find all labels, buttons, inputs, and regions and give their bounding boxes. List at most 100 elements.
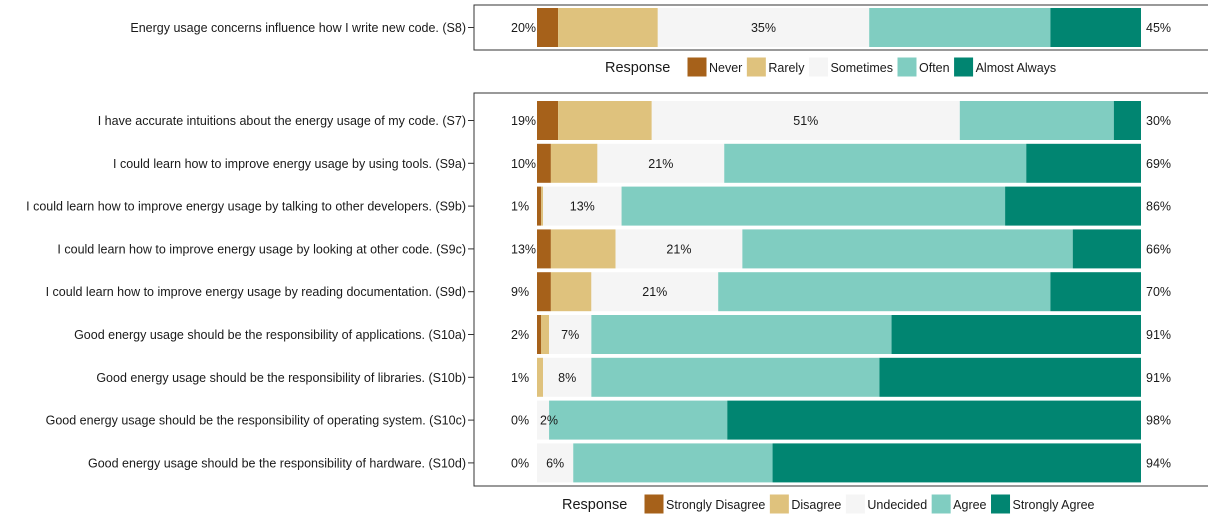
legend-swatch — [643, 493, 665, 515]
legend-label: Agree — [953, 498, 986, 512]
bar-segment-strongly-disagree — [537, 143, 551, 183]
left-percent: 0% — [511, 414, 529, 428]
row-label: I could learn how to improve energy usag… — [113, 157, 466, 171]
bar-row: Good energy usage should be the responsi… — [74, 315, 1171, 354]
bar-segment-undecided — [549, 315, 592, 354]
center-percent: 13% — [570, 200, 595, 214]
right-percent: 86% — [1146, 200, 1171, 214]
legend-swatch — [844, 493, 866, 515]
legend: Response Strongly Disagree Disagree Undecid… — [562, 493, 1095, 515]
bar-segment-agree — [724, 143, 1027, 183]
bar-segment-undecided — [651, 101, 960, 140]
left-percent: 1% — [511, 371, 529, 385]
legend-swatch — [768, 493, 790, 515]
right-percent: 98% — [1146, 414, 1171, 428]
bar-segment-disagree — [541, 315, 550, 354]
row-label: I could learn how to improve energy usag… — [26, 200, 466, 214]
row-label: I have accurate intuitions about the ene… — [98, 114, 466, 128]
center-percent: 21% — [642, 285, 667, 299]
bar-segment-undecided — [591, 272, 719, 312]
bar-row: Energy usage concerns influence how I wr… — [130, 8, 1171, 47]
legend-label: Strongly Agree — [1013, 498, 1095, 512]
bar-segment-undecided — [543, 186, 622, 226]
bar-row: I could learn how to improve energy usag… — [113, 143, 1171, 183]
left-percent: 10% — [511, 157, 536, 171]
legend-swatch — [686, 56, 708, 78]
left-percent: 19% — [511, 114, 536, 128]
legend-label: Almost Always — [976, 61, 1057, 75]
right-percent: 30% — [1146, 114, 1171, 128]
row-label: Good energy usage should be the responsi… — [96, 371, 466, 385]
bar-segment-undecided — [537, 400, 550, 440]
bar-segment-strongly-agree — [1026, 143, 1141, 183]
bar-segment-almost-always — [1050, 8, 1141, 47]
bar-segment-disagree — [537, 357, 544, 397]
bar-segment-disagree — [550, 229, 616, 269]
row-label: Good energy usage should be the responsi… — [46, 414, 466, 428]
legend-label: Disagree — [791, 498, 841, 512]
legend-title: Response — [562, 497, 627, 513]
right-percent: 70% — [1146, 285, 1171, 299]
bar-segment-agree — [718, 272, 1051, 312]
left-percent: 13% — [511, 242, 536, 256]
bar-row: I could learn how to improve energy usag… — [57, 229, 1171, 269]
left-percent: 2% — [511, 328, 529, 342]
center-percent: 7% — [561, 328, 579, 342]
bar-segment-disagree — [541, 186, 544, 226]
bar-segment-strongly-agree — [727, 400, 1141, 440]
bar-segment-often — [869, 8, 1051, 47]
right-percent: 45% — [1146, 21, 1171, 35]
bar-segment-strongly-agree — [1005, 186, 1141, 226]
left-percent: 9% — [511, 285, 529, 299]
bar-segment-strongly-disagree — [537, 186, 542, 226]
row-label: I could learn how to improve energy usag… — [57, 242, 466, 256]
legend-label: Sometimes — [830, 61, 893, 75]
bar-segment-strongly-agree — [1050, 272, 1141, 312]
bar-segment-sometimes — [657, 8, 870, 47]
bar-segment-agree — [959, 101, 1114, 140]
left-percent: 1% — [511, 200, 529, 214]
legend-swatch — [930, 493, 952, 515]
legend-label: Often — [919, 61, 950, 75]
legend-swatch — [745, 56, 767, 78]
chart-panel-1: Energy usage concerns influence how I wr… — [130, 4, 1208, 78]
bar-segment-disagree — [550, 143, 598, 183]
bar-segment-strongly-disagree — [537, 315, 542, 354]
bar-segment-agree — [573, 443, 773, 483]
center-percent: 2% — [540, 414, 558, 428]
center-percent: 21% — [648, 157, 673, 171]
bar-segment-undecided — [615, 229, 743, 269]
bar-segment-agree — [549, 400, 728, 440]
bar-segment-agree — [591, 357, 880, 397]
center-percent: 51% — [793, 114, 818, 128]
bar-segment-strongly-disagree — [537, 272, 551, 312]
center-percent: 8% — [558, 371, 576, 385]
bar-segment-rarely — [558, 8, 658, 47]
legend-title: Response — [605, 60, 670, 76]
legend-label: Strongly Disagree — [666, 498, 765, 512]
bar-segment-strongly-agree — [891, 315, 1141, 354]
bar-row: I could learn how to improve energy usag… — [26, 186, 1171, 226]
bar-segment-agree — [742, 229, 1073, 269]
chart-panel-2: I have accurate intuitions about the ene… — [26, 92, 1208, 515]
bar-segment-undecided — [543, 357, 592, 397]
legend-label: Rarely — [768, 61, 805, 75]
right-percent: 69% — [1146, 157, 1171, 171]
bar-segment-undecided — [597, 143, 725, 183]
legend-swatch — [896, 56, 918, 78]
bar-segment-never — [537, 8, 559, 47]
right-percent: 91% — [1146, 371, 1171, 385]
center-percent: 6% — [546, 456, 564, 470]
center-percent: 35% — [751, 21, 776, 35]
row-label: Good energy usage should be the responsi… — [74, 328, 466, 342]
bar-segment-strongly-agree — [879, 357, 1141, 397]
bar-segment-strongly-agree — [1072, 229, 1141, 269]
bar-row: Good energy usage should be the responsi… — [88, 443, 1171, 483]
legend-swatch — [807, 56, 829, 78]
row-label: Good energy usage should be the responsi… — [88, 456, 466, 470]
right-percent: 91% — [1146, 328, 1171, 342]
bar-segment-agree — [591, 315, 892, 354]
bar-segment-agree — [621, 186, 1006, 226]
right-percent: 66% — [1146, 242, 1171, 256]
